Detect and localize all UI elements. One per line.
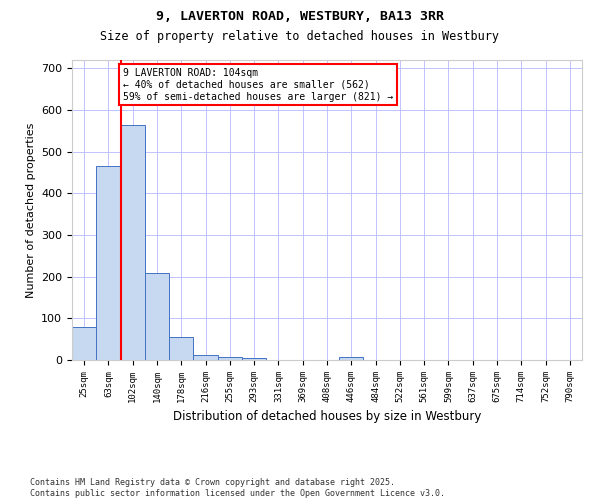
Text: 9 LAVERTON ROAD: 104sqm
← 40% of detached houses are smaller (562)
59% of semi-d: 9 LAVERTON ROAD: 104sqm ← 40% of detache… [123, 68, 393, 102]
Text: Size of property relative to detached houses in Westbury: Size of property relative to detached ho… [101, 30, 499, 43]
Bar [193, 354, 218, 360]
Y-axis label: Number of detached properties: Number of detached properties [26, 122, 35, 298]
Bar [72, 326, 96, 360]
Bar [96, 166, 121, 360]
Bar [145, 272, 169, 360]
Bar [339, 356, 364, 360]
Text: Contains HM Land Registry data © Crown copyright and database right 2025.
Contai: Contains HM Land Registry data © Crown c… [30, 478, 445, 498]
X-axis label: Distribution of detached houses by size in Westbury: Distribution of detached houses by size … [173, 410, 481, 424]
Bar [169, 337, 193, 360]
Text: 9, LAVERTON ROAD, WESTBURY, BA13 3RR: 9, LAVERTON ROAD, WESTBURY, BA13 3RR [156, 10, 444, 23]
Bar [218, 356, 242, 360]
Bar [121, 124, 145, 360]
Bar [242, 358, 266, 360]
